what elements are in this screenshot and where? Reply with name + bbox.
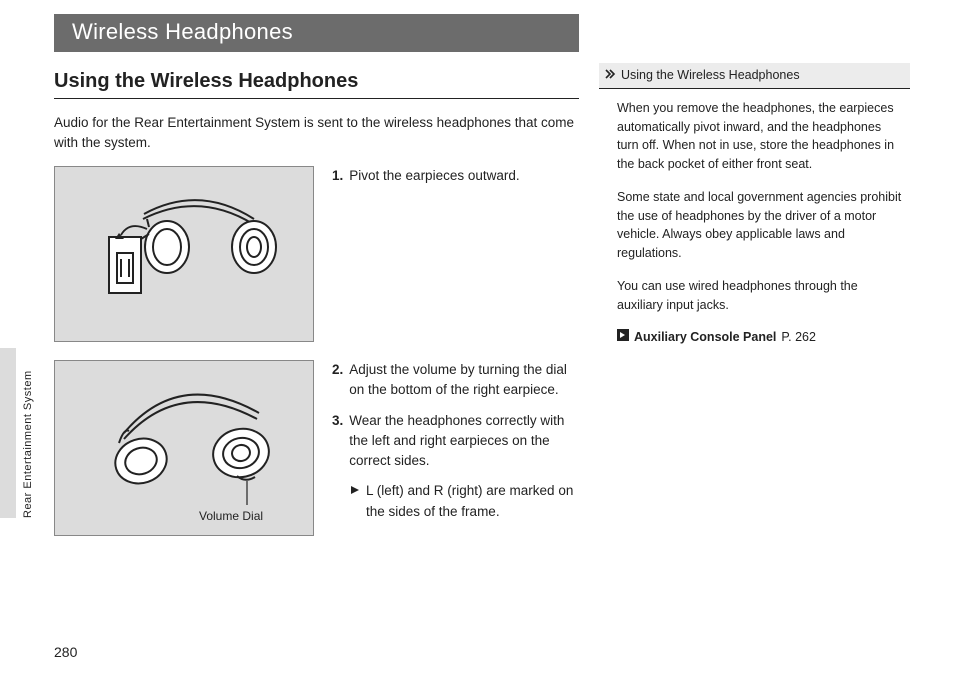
figure-volume-dial: Volume Dial (54, 360, 314, 536)
triangle-bullet-icon (350, 481, 360, 522)
step-1-text: Pivot the earpieces outward. (349, 166, 519, 186)
step-block-2: Volume Dial 2. Adjust the volume by turn… (54, 360, 579, 536)
sidebar-body: When you remove the headphones, the earp… (599, 89, 910, 347)
xref-label: Auxiliary Console Panel (634, 328, 776, 347)
margin-section-label: Rear Entertainment System (22, 348, 34, 518)
margin-tab (0, 348, 16, 518)
step-3-sub-text: L (left) and R (right) are marked on the… (366, 481, 579, 522)
sidebar-p3: You can use wired headphones through the… (617, 277, 904, 315)
headphones-volume-illustration (69, 373, 299, 523)
step-1: 1. Pivot the earpieces outward. (332, 166, 579, 186)
double-chevron-icon (605, 66, 617, 85)
step-1-text-area: 1. Pivot the earpieces outward. (332, 166, 579, 196)
intro-paragraph: Audio for the Rear Entertainment System … (54, 113, 579, 152)
step-3-text: Wear the headphones correctly with the l… (349, 411, 579, 472)
content-row: Audio for the Rear Entertainment System … (54, 113, 910, 554)
step-3: 3. Wear the headphones correctly with th… (332, 411, 579, 472)
sidebar-column: Using the Wireless Headphones When you r… (599, 63, 910, 554)
steps-2-3-area: 2. Adjust the volume by turning the dial… (332, 360, 579, 522)
step-2: 2. Adjust the volume by turning the dial… (332, 360, 579, 401)
step-3-sub: L (left) and R (right) are marked on the… (350, 481, 579, 522)
figure-2-caption: Volume Dial (199, 509, 263, 523)
sidebar-p1: When you remove the headphones, the earp… (617, 99, 904, 174)
sidebar-header-text: Using the Wireless Headphones (621, 66, 800, 85)
headphones-pivot-illustration (69, 179, 299, 329)
xref-page: P. 262 (781, 328, 816, 347)
sidebar-header: Using the Wireless Headphones (599, 63, 910, 89)
step-2-number: 2. (332, 360, 343, 401)
step-1-number: 1. (332, 166, 343, 186)
chapter-title-bar: Wireless Headphones (54, 14, 579, 52)
main-column: Audio for the Rear Entertainment System … (54, 113, 579, 554)
xref-arrow-icon (617, 328, 629, 347)
figure-pivot-earpieces (54, 166, 314, 342)
page-number: 280 (54, 644, 77, 660)
step-3-number: 3. (332, 411, 343, 472)
step-2-text: Adjust the volume by turning the dial on… (349, 360, 579, 401)
sidebar-p2: Some state and local government agencies… (617, 188, 904, 263)
section-title: Using the Wireless Headphones (54, 70, 579, 99)
step-block-1: 1. Pivot the earpieces outward. (54, 166, 579, 342)
cross-reference: Auxiliary Console Panel P. 262 (617, 328, 904, 347)
